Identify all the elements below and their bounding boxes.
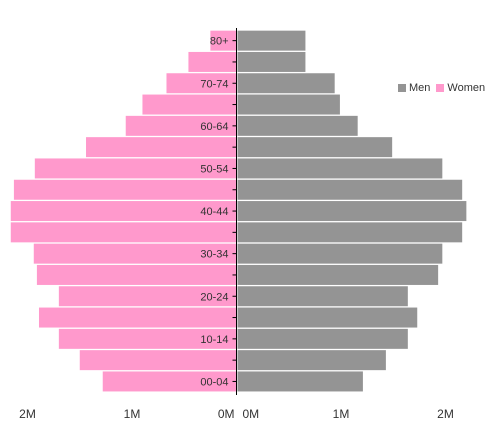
- y-tick-label-50-54: 50-54: [200, 163, 228, 175]
- bar-women-05-09[interactable]: [79, 350, 237, 371]
- bar-men-80+[interactable]: [237, 30, 306, 51]
- y-tick-label-20-24: 20-24: [200, 291, 228, 303]
- x-tick-label-left-1M: 1M: [124, 407, 141, 421]
- bar-women-65-69[interactable]: [142, 94, 237, 115]
- bar-men-15-19[interactable]: [237, 307, 418, 328]
- bar-women-30-34[interactable]: [33, 243, 237, 264]
- bar-men-00-04[interactable]: [237, 371, 363, 392]
- bar-women-70-74[interactable]: [166, 73, 237, 94]
- bar-women-60-64[interactable]: [125, 115, 237, 136]
- bar-men-35-39[interactable]: [237, 222, 463, 243]
- bar-women-00-04[interactable]: [102, 371, 237, 392]
- y-tick-label-60-64: 60-64: [200, 121, 228, 133]
- bar-men-65-69[interactable]: [237, 94, 340, 115]
- bar-women-35-39[interactable]: [10, 222, 237, 243]
- population-axis-ticks: 2M 1M 0M 0M 1M 2M: [19, 407, 454, 421]
- men-bars: [237, 30, 467, 392]
- legend-item-women[interactable]: Women: [436, 82, 485, 94]
- bar-men-70-74[interactable]: [237, 73, 335, 94]
- y-tick-label-00-04: 00-04: [200, 376, 228, 388]
- bar-men-40-44[interactable]: [237, 201, 467, 222]
- bar-men-05-09[interactable]: [237, 350, 386, 371]
- x-tick-label-right-0M: 0M: [243, 407, 260, 421]
- bar-women-10-14[interactable]: [58, 328, 237, 349]
- bar-men-55-59[interactable]: [237, 137, 393, 158]
- bar-men-25-29[interactable]: [237, 264, 439, 285]
- bar-men-50-54[interactable]: [237, 158, 443, 179]
- x-tick-label-right-1M: 1M: [333, 407, 350, 421]
- legend-label-men: Men: [409, 82, 431, 94]
- legend-label-women: Women: [447, 82, 486, 94]
- bar-women-20-24[interactable]: [58, 286, 237, 307]
- bar-women-50-54[interactable]: [34, 158, 237, 179]
- bar-women-75-79[interactable]: [188, 51, 237, 72]
- y-tick-label-40-44: 40-44: [200, 206, 228, 218]
- legend-swatch-men: [398, 84, 406, 92]
- bar-women-55-59[interactable]: [86, 137, 237, 158]
- legend-item-men[interactable]: Men: [398, 82, 430, 94]
- y-tick-label-70-74: 70-74: [200, 78, 228, 90]
- bar-women-40-44[interactable]: [10, 201, 237, 222]
- y-tick-label-10-14: 10-14: [200, 334, 228, 346]
- bar-men-75-79[interactable]: [237, 51, 306, 72]
- x-tick-label-left-2M: 2M: [19, 407, 36, 421]
- age-group-ticks: 00-04 10-14 20-24 30-34 40-44 50-54 60-64 70-74…: [200, 36, 237, 388]
- legend-swatch-women: [436, 84, 445, 92]
- x-tick-label-right-2M: 2M: [437, 407, 454, 421]
- women-bars: [10, 30, 237, 392]
- y-tick-label-80+: 80+: [210, 36, 229, 48]
- bar-women-45-49[interactable]: [13, 179, 237, 200]
- bar-men-10-14[interactable]: [237, 328, 408, 349]
- bar-women-80+[interactable]: [210, 30, 237, 51]
- bar-men-45-49[interactable]: [237, 179, 463, 200]
- bar-women-15-19[interactable]: [38, 307, 237, 328]
- y-tick-label-30-34: 30-34: [200, 249, 228, 261]
- bar-women-25-29[interactable]: [36, 264, 237, 285]
- x-tick-label-left-0M: 0M: [218, 407, 235, 421]
- bar-men-20-24[interactable]: [237, 286, 408, 307]
- bar-men-30-34[interactable]: [237, 243, 443, 264]
- bar-men-60-64[interactable]: [237, 115, 358, 136]
- legend: Men Women: [398, 82, 487, 94]
